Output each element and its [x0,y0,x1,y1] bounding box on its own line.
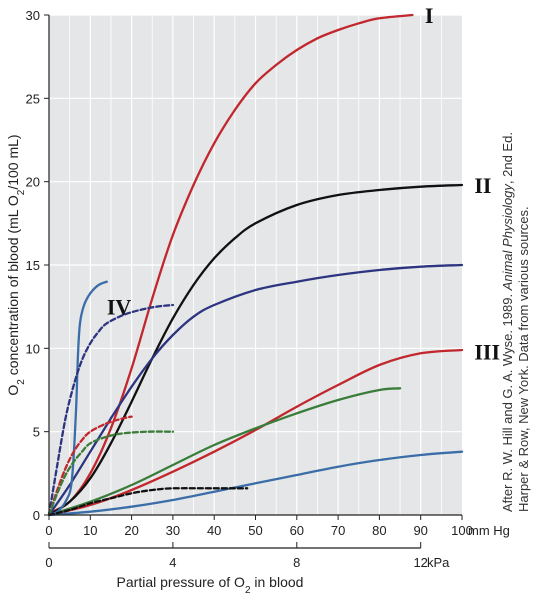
x-tick-label: 0 [45,523,52,538]
x2-axis-unit-kpa: kPa [427,555,450,570]
curve-label-iii: III [474,340,500,365]
kpa-tick-label: 0 [45,555,52,570]
y-tick-label: 25 [26,91,40,106]
series-line-11 [47,487,249,517]
grid [49,14,462,515]
source-credit-line2: Harper & Row, New York. Data from variou… [516,206,531,512]
x-tick-label: 40 [207,523,221,538]
y-axis-title: O2 concentration of blood (mL O2/100 mL) [5,134,27,395]
y-tick-label: 0 [33,508,40,523]
x-tick-label: 10 [83,523,97,538]
x-tick-label: 90 [413,523,427,538]
series-line-10 [47,430,175,517]
x-tick-label: 60 [290,523,304,538]
series-line-4 [47,263,464,517]
y-tick-label: 20 [26,175,40,190]
y-tick-label: 10 [26,341,40,356]
y-tick-label: 30 [26,8,40,23]
x-tick-label: 30 [166,523,180,538]
curve-label-i: I [425,3,434,28]
x-tick-label: 20 [124,523,138,538]
y-tick-label: 15 [26,258,40,273]
series-line-1 [47,13,414,515]
y-tick-label: 5 [33,425,40,440]
series-line-5 [47,387,402,517]
x-tick-label: 100 [451,523,473,538]
curve-label-iv: IV [107,295,132,320]
series-line-2 [47,183,464,517]
x-tick-label: 70 [331,523,345,538]
series-line-7 [47,280,108,517]
series-line-9 [47,415,133,517]
source-credit: After R. W. Hill and G. A. Wyse. 1989. A… [500,132,515,512]
kpa-tick-label: 8 [293,555,300,570]
data-series [47,13,464,517]
series-line-6 [47,450,464,517]
kpa-tick-label: 12 [413,555,427,570]
kpa-tick-label: 4 [169,555,176,570]
x-tick-label: 80 [372,523,386,538]
tick-labels: 0 10 20 30 40 50 60 70 80 90 100 0 5 10 15 20 25 30 0 4 8 12 [26,8,473,570]
x-tick-label: 50 [248,523,262,538]
series-line-3 [47,348,464,517]
series-line-8 [47,303,175,517]
x-axis-title: Partial pressure of O2 in blood [117,574,304,596]
axes [44,14,463,549]
curve-label-ii: II [474,173,491,198]
x-axis-unit-mmhg: mm Hg [468,523,510,538]
